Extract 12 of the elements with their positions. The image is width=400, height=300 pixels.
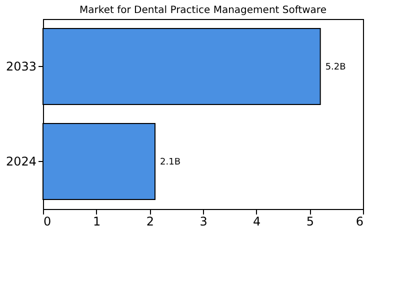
x-tick-label: 6 (356, 214, 364, 228)
y-tick-label: 2024 (6, 154, 36, 168)
chart-title: Market for Dental Practice Management Software (80, 5, 326, 16)
x-tick-label: 1 (93, 214, 101, 228)
y-tick-label: 2033 (6, 60, 36, 74)
x-tick-label: 2 (146, 214, 154, 228)
x-tick-label: 0 (44, 214, 52, 228)
data-label: 5.2B (325, 62, 346, 72)
data-label: 2.1B (160, 158, 180, 168)
x-tick-label: 4 (253, 214, 261, 228)
x-tick-label: 3 (200, 214, 208, 228)
x-tick-label: 5 (306, 214, 314, 228)
